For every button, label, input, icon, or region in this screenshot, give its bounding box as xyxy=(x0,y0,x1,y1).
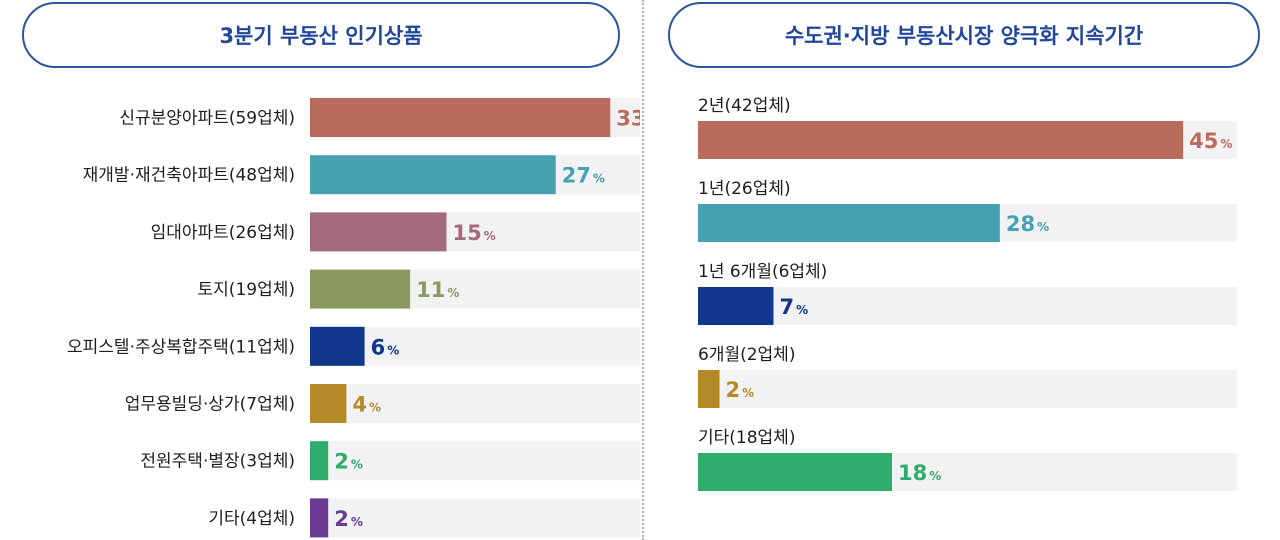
value-label: 2% xyxy=(726,378,755,402)
bar-group: 기타(18업체) 18% xyxy=(698,428,1237,491)
value-label: 2% xyxy=(334,450,363,474)
category-label: 신규분양아파트(59업체) xyxy=(119,109,295,129)
bar xyxy=(310,155,556,195)
bar-group: 1년(26업체) 28% xyxy=(698,179,1237,242)
value-label: 6% xyxy=(371,335,400,359)
category-label: 오피스텔·주상복합주택(11업체) xyxy=(67,337,295,357)
bar xyxy=(310,384,347,423)
bar-group: 1년 6개월(6업체) 7% xyxy=(698,262,1237,325)
bar xyxy=(698,287,774,325)
category-label: 1년 6개월(6업체) xyxy=(698,262,827,282)
bar xyxy=(698,370,720,408)
chart-title: 3분기 부동산 인기상품 xyxy=(219,24,423,48)
category-label: 재개발·재건축아파트(48업체) xyxy=(83,166,295,186)
bar xyxy=(698,453,893,491)
value-label: 4% xyxy=(352,393,381,417)
bar-track xyxy=(698,287,1237,325)
bar xyxy=(698,204,1000,242)
bar xyxy=(310,326,365,366)
value-label: 27% xyxy=(562,164,605,188)
bar-group: 업무용빌딩·상가(7업체) 4% xyxy=(125,384,640,423)
bar-group: 기타(4업체) 2% xyxy=(208,498,640,538)
bar-group: 임대아파트(26업체) 15% xyxy=(151,212,640,252)
category-label: 토지(19업체) xyxy=(198,280,295,300)
bar-chart-popular-products: 신규분양아파트(59업체) 33% 재개발·재건축아파트(48업체) 27% 임대아파트… xyxy=(67,98,640,538)
bar-track xyxy=(698,370,1237,408)
bar xyxy=(310,98,611,137)
category-label: 2년(42업체) xyxy=(698,96,791,116)
category-label: 1년(26업체) xyxy=(698,179,791,199)
bar-group: 2년(42업체) 45% xyxy=(698,96,1237,159)
bar xyxy=(310,498,329,538)
bar xyxy=(310,441,329,481)
bar-track xyxy=(310,498,640,538)
bar-track xyxy=(310,384,640,423)
bar xyxy=(310,269,411,309)
chart-title-pill: 3분기 부동산 인기상품 xyxy=(22,2,620,68)
bar-group: 신규분양아파트(59업체) 33% xyxy=(119,98,640,137)
value-label: 2% xyxy=(334,507,363,531)
panel-divider xyxy=(642,0,644,540)
bar-group: 전원주택·별장(3업체) 2% xyxy=(140,441,640,481)
category-label: 기타(18업체) xyxy=(698,428,795,448)
value-label: 7% xyxy=(779,295,808,319)
value-label: 15% xyxy=(453,221,496,245)
value-label: 11% xyxy=(416,278,459,302)
category-label: 임대아파트(26업체) xyxy=(151,223,295,243)
bar-chart-polarization-period: 2년(42업체) 45 % 1년(26업체) 28 % 1년 6개월(6업체) 7 % 6개월(2… xyxy=(698,96,1237,491)
value-label: 33% xyxy=(616,107,640,131)
bar-track xyxy=(310,326,640,366)
bar-group: 오피스텔·주상복합주택(11업체) 6% xyxy=(67,326,640,366)
bar-group: 재개발·재건축아파트(48업체) 27% xyxy=(83,155,640,195)
chart-panel-popular-products: 3분기 부동산 인기상품 신규분양아파트(59업체) 33% 재개발·재건축아파트(… xyxy=(22,2,640,538)
bar-group: 6개월(2업체) 2% xyxy=(698,345,1237,408)
bar xyxy=(698,121,1184,159)
bar-group: 토지(19업체) 11% xyxy=(198,269,640,309)
category-label: 업무용빌딩·상가(7업체) xyxy=(125,395,295,415)
category-label: 기타(4업체) xyxy=(208,509,295,529)
category-label: 6개월(2업체) xyxy=(698,345,795,365)
chart-panel-polarization-period: 수도권·지방 부동산시장 양극화 지속기간 2년(42업체) 45% 1년(26업체… xyxy=(645,0,1280,540)
category-label: 전원주택·별장(3업체) xyxy=(140,452,295,472)
chart-title-pill: 수도권·지방 부동산시장 양극화 지속기간 xyxy=(668,2,1260,68)
value-label: 28% xyxy=(1006,212,1049,236)
chart-title: 수도권·지방 부동산시장 양극화 지속기간 xyxy=(784,24,1144,48)
value-label: 45% xyxy=(1189,129,1232,153)
bar xyxy=(310,212,447,252)
value-label: 18% xyxy=(898,461,941,485)
bar-track xyxy=(310,441,640,481)
